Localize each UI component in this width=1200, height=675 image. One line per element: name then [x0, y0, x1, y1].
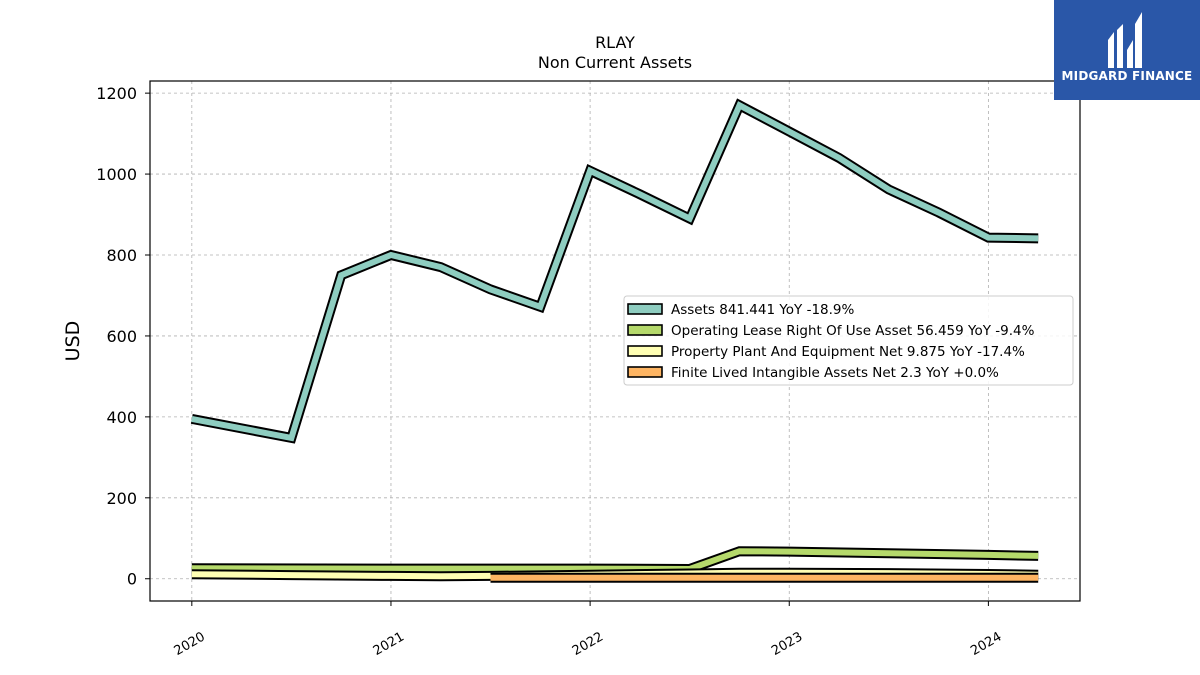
series-line-0: [191, 101, 1039, 442]
y-axis-label: USD: [62, 321, 84, 362]
brand-logo: MIDGARD FINANCE: [1054, 0, 1200, 100]
series-line-1: [191, 548, 1039, 573]
y-tick-label: 1000: [96, 165, 137, 184]
chart-title: RLAY: [595, 33, 635, 52]
legend-swatch-0: [627, 303, 663, 315]
legend-label-2: Property Plant And Equipment Net 9.875 Y…: [671, 344, 1025, 360]
series-outline-0: [190, 98, 1039, 444]
legend-swatch-3: [627, 366, 663, 378]
y-tick-label: 600: [106, 327, 137, 346]
y-tick-label: 0: [127, 570, 137, 589]
chart-subtitle: Non Current Assets: [537, 53, 693, 72]
y-tick-label: 800: [106, 246, 137, 265]
y-tick-label: 200: [106, 489, 137, 508]
plot-frame: [149, 80, 1081, 602]
x-tick-label: 2020: [172, 629, 208, 659]
midgard-logo-icon: [1108, 12, 1142, 68]
legend-label-1: Operating Lease Right Of Use Asset 56.45…: [671, 323, 1035, 339]
x-tick-label: 2021: [371, 629, 407, 659]
x-tick-label: 2023: [769, 629, 805, 659]
x-tick-label: 2024: [968, 629, 1004, 659]
legend-box: [623, 295, 1074, 386]
legend-label-3: Finite Lived Intangible Assets Net 2.3 Y…: [671, 365, 999, 381]
y-tick-label: 400: [106, 408, 137, 427]
legend-label-0: Assets 841.441 YoY -18.9%: [671, 302, 855, 318]
legend-swatch-1: [627, 324, 663, 336]
x-tick-label: 2022: [570, 629, 606, 659]
y-tick-label: 1200: [96, 84, 137, 103]
brand-name: MIDGARD FINANCE: [1061, 69, 1193, 83]
legend-swatch-2: [627, 345, 663, 357]
